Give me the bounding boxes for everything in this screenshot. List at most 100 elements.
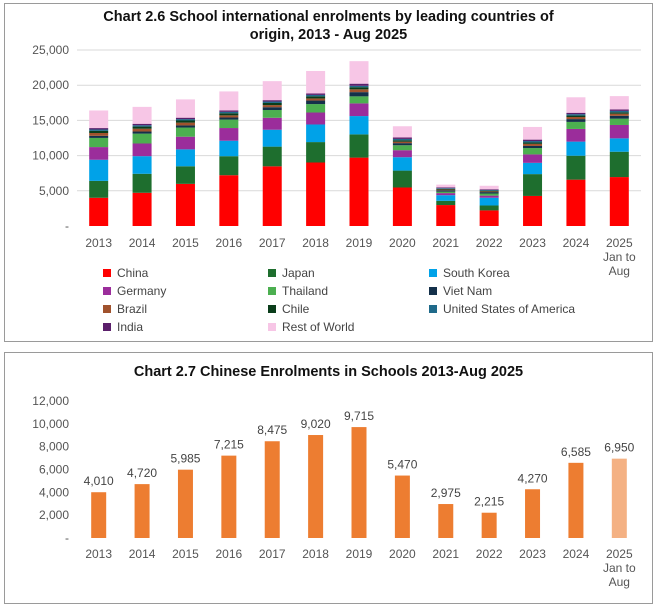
bar-segment-viet-nam — [175, 125, 195, 128]
legend-item: Germany — [103, 284, 166, 298]
bar-segment-south-korea — [175, 149, 195, 167]
legend-item: South Korea — [429, 266, 510, 280]
y-tick-label: 8,000 — [39, 440, 69, 454]
legend-swatch — [429, 269, 437, 277]
bar-segment-rest-of-world — [132, 106, 152, 124]
legend-label: Rest of World — [282, 320, 355, 334]
bar-segment-rest-of-world — [175, 99, 195, 118]
bar — [134, 484, 150, 538]
bar-segment-thailand — [523, 148, 543, 155]
bar-segment-chile — [609, 112, 629, 114]
bar-segment-india — [89, 128, 109, 130]
bar-segment-south-korea — [392, 157, 412, 171]
bar-segment-germany — [306, 112, 326, 125]
y-tick-label: 12,000 — [32, 394, 69, 408]
bar-segment-germany — [392, 150, 412, 158]
legend-swatch — [103, 323, 111, 331]
bar-segment-south-korea — [349, 116, 369, 135]
bar-segment-japan — [262, 146, 282, 167]
bar-segment-brazil — [306, 98, 326, 101]
bar-segment-south-korea — [436, 195, 456, 201]
bar-segment-china — [306, 162, 326, 226]
bar-value-label: 2,215 — [474, 495, 504, 509]
chart-2-7-x-label: 2019 — [346, 547, 373, 561]
bar-value-label: 6,950 — [604, 441, 634, 455]
chart-2-7-x-label: 2018 — [302, 547, 329, 561]
legend-item: Brazil — [103, 302, 147, 316]
bar-segment-brazil — [132, 128, 152, 132]
bar-segment-china — [479, 210, 499, 226]
chart-2-7-x-label: 2015 — [172, 547, 199, 561]
bar-value-label: 5,470 — [387, 458, 417, 472]
bar-segment-thailand — [132, 133, 152, 144]
bar-segment-united-states-of-america — [479, 189, 499, 191]
bar-segment-thailand — [436, 191, 456, 194]
bar-segment-rest-of-world — [392, 126, 412, 138]
bar-segment-rest-of-world — [262, 81, 282, 101]
bar-segment-united-states-of-america — [349, 85, 369, 88]
bar-segment-viet-nam — [262, 107, 282, 111]
bar-segment-japan — [609, 151, 629, 178]
bar-segment-india — [523, 139, 543, 142]
y-tick-label: 25,000 — [32, 43, 69, 57]
bar-segment-south-korea — [262, 129, 282, 147]
bar-segment-south-korea — [132, 156, 152, 174]
bar-segment-brazil — [349, 89, 369, 93]
legend-label: South Korea — [443, 266, 510, 280]
legend-item: Thailand — [268, 284, 328, 298]
bar-segment-japan — [175, 166, 195, 184]
legend-item: United States of America — [429, 302, 575, 316]
bar — [264, 441, 280, 538]
chart-2-7-x-label: 2017 — [259, 547, 286, 561]
bar-segment-viet-nam — [306, 100, 326, 105]
chart-2-7-x-label: Jan to — [603, 561, 636, 575]
bar-segment-thailand — [219, 119, 239, 129]
bar-segment-chile — [523, 142, 543, 144]
bar-segment-india — [219, 110, 239, 112]
chart-2-6-x-label: 2019 — [346, 236, 373, 250]
bar-segment-south-korea — [479, 197, 499, 206]
bar-segment-thailand — [479, 193, 499, 196]
bar-segment-india — [349, 83, 369, 86]
bar-segment-germany — [349, 103, 369, 117]
bar-segment-chile — [392, 140, 412, 142]
y-tick-label: 10,000 — [32, 149, 69, 163]
bar-segment-japan — [566, 155, 586, 180]
bar-segment-viet-nam — [566, 119, 586, 122]
bar-segment-viet-nam — [349, 92, 369, 97]
bar — [308, 435, 324, 538]
bar-segment-south-korea — [219, 140, 239, 157]
bar-segment-germany — [436, 193, 456, 196]
bar — [221, 455, 237, 538]
chart-2-7-x-label: 2013 — [85, 547, 112, 561]
bar-segment-brazil — [436, 189, 456, 191]
bar-segment-japan — [349, 134, 369, 158]
bar-value-label: 8,475 — [257, 423, 287, 437]
bar-segment-china — [175, 183, 195, 226]
y-tick-label: - — [65, 531, 69, 545]
bar — [351, 427, 367, 538]
legend-label: Brazil — [117, 302, 148, 316]
bar-segment-south-korea — [306, 124, 326, 143]
bar-segment-india — [479, 189, 499, 190]
bar-segment-brazil — [566, 116, 586, 120]
legend-label: Japan — [282, 266, 315, 280]
bar-segment-germany — [609, 124, 629, 139]
bar-segment-japan — [219, 156, 239, 176]
bar-segment-india — [392, 137, 412, 139]
bar-segment-viet-nam — [219, 117, 239, 120]
legend-item: Viet Nam — [429, 284, 492, 298]
bar-value-label: 4,010 — [84, 474, 114, 488]
chart-2-7-x-label: 2024 — [563, 547, 590, 561]
bar — [91, 492, 107, 538]
bar-segment-chile — [89, 130, 109, 134]
bar-segment-brazil — [262, 105, 282, 108]
bar-segment-japan — [306, 142, 326, 163]
bar-segment-china — [349, 157, 369, 226]
chart-2-6-x-label: 2021 — [432, 236, 459, 250]
bar-segment-rest-of-world — [306, 70, 326, 94]
bar-segment-united-states-of-america — [523, 141, 543, 143]
y-tick-label: 20,000 — [32, 78, 69, 92]
bar-segment-thailand — [566, 121, 586, 129]
bar — [438, 504, 454, 538]
